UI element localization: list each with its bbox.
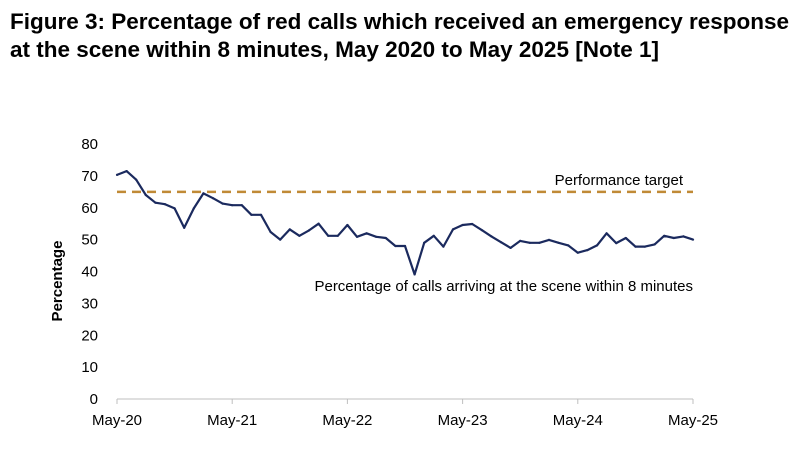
data-point (672, 236, 675, 240)
x-tick-label: May-20 (92, 412, 142, 429)
data-point (547, 238, 551, 241)
x-axis-tick-marks (116, 399, 694, 404)
data-point (125, 170, 128, 173)
data-point (643, 245, 647, 248)
data-point (423, 241, 426, 244)
data-point (499, 241, 503, 244)
series-annotation: Percentage of calls arriving at the scen… (314, 278, 693, 295)
data-point (154, 201, 157, 204)
data-point (461, 223, 464, 227)
data-point (192, 207, 195, 210)
y-tick-label: 60 (81, 200, 98, 217)
y-axis-ticks: 0 10 20 30 40 50 60 70 80 (81, 136, 98, 408)
data-point (394, 244, 397, 248)
data-point (307, 229, 311, 232)
y-tick-label: 70 (81, 168, 98, 185)
y-tick-label: 40 (81, 264, 98, 281)
data-point (346, 223, 349, 227)
data-point (528, 241, 531, 244)
data-point (279, 238, 282, 241)
data-point (442, 245, 445, 248)
data-point (183, 226, 186, 229)
data-point (653, 243, 656, 246)
data-point (144, 193, 147, 197)
chart-title: Figure 3: Percentage of red calls which … (10, 9, 790, 62)
x-tick-label: May-22 (322, 412, 372, 429)
data-point (327, 234, 330, 237)
data-point (490, 235, 493, 238)
data-point (480, 229, 483, 232)
data-point (163, 203, 167, 206)
data-point (432, 234, 435, 237)
data-point (471, 222, 474, 226)
x-tick-label: May-23 (438, 412, 488, 429)
data-point (605, 232, 608, 235)
series-points (115, 170, 695, 276)
data-point (519, 239, 522, 242)
data-point (384, 236, 387, 240)
x-tick-label: May-21 (207, 412, 257, 429)
data-point (375, 235, 378, 238)
performance-target-label: Performance target (555, 172, 684, 189)
x-axis-ticks: May-20 May-21 May-22 May-23 May-24 May-25 (92, 412, 718, 429)
y-tick-label: 10 (81, 359, 98, 376)
data-point (115, 173, 119, 176)
data-point (250, 213, 253, 216)
data-point (663, 234, 666, 237)
data-point (451, 228, 455, 231)
data-point (691, 238, 695, 241)
data-point (240, 204, 243, 207)
data-point (595, 244, 599, 247)
data-point (538, 241, 541, 244)
data-point (288, 228, 291, 231)
data-point (355, 235, 359, 238)
data-point (259, 213, 263, 216)
data-point (317, 222, 320, 225)
data-point (576, 251, 579, 254)
y-axis-label: Percentage (49, 241, 66, 322)
data-point (615, 242, 618, 245)
data-point (298, 234, 301, 237)
data-point (403, 244, 407, 248)
data-point (135, 178, 138, 181)
data-point (336, 234, 339, 237)
data-point (365, 232, 368, 235)
y-tick-label: 50 (81, 232, 98, 249)
x-tick-label: May-25 (668, 412, 718, 429)
y-tick-label: 0 (90, 391, 98, 408)
data-point (509, 246, 512, 249)
data-point (211, 197, 215, 200)
data-point (682, 235, 685, 238)
data-point (634, 245, 637, 248)
y-tick-label: 20 (81, 327, 98, 344)
y-tick-label: 30 (81, 295, 98, 312)
data-point (202, 192, 205, 195)
y-tick-label: 80 (81, 136, 98, 153)
data-point (567, 244, 570, 247)
data-point (557, 241, 560, 244)
x-tick-label: May-24 (553, 412, 603, 429)
data-point (173, 207, 176, 210)
data-point (231, 204, 234, 207)
data-point (624, 236, 627, 240)
data-point (586, 249, 589, 252)
data-point (221, 202, 224, 205)
data-point (269, 230, 272, 234)
data-point (413, 273, 416, 276)
